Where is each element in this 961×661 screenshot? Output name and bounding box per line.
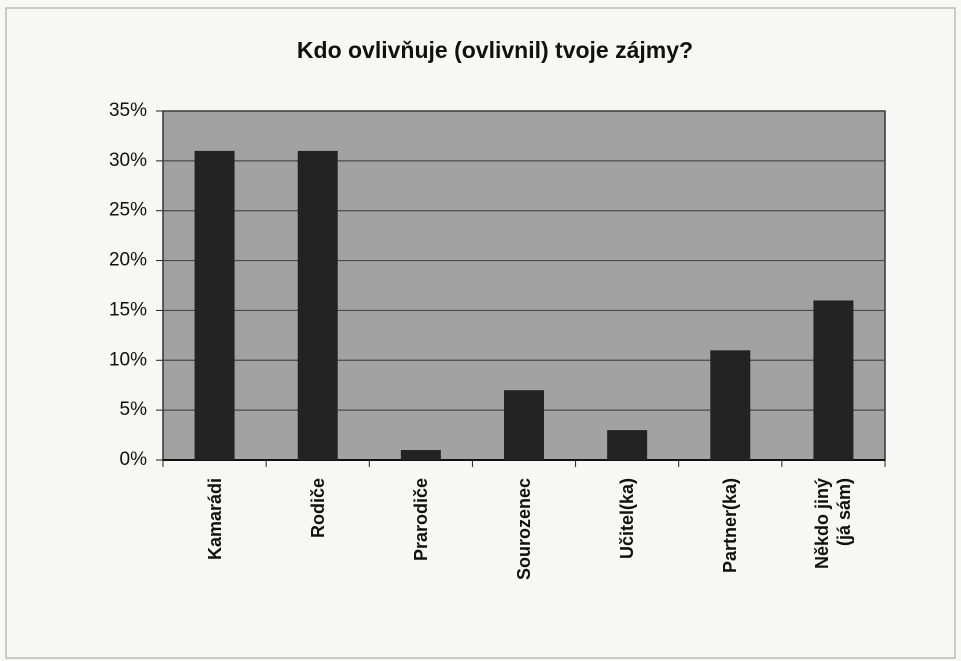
x-tick-label: Rodiče <box>307 478 328 539</box>
y-tick-label: 0% <box>120 449 148 470</box>
bar <box>194 150 235 460</box>
y-tick-label: 20% <box>109 250 147 271</box>
bar <box>400 450 441 460</box>
bar <box>504 390 544 460</box>
bar <box>297 150 338 460</box>
y-tick-label: 5% <box>120 399 148 420</box>
bar <box>813 300 854 460</box>
y-tick-label: 15% <box>109 299 147 320</box>
y-tick-label: 30% <box>109 150 147 171</box>
y-tick-label: 35% <box>109 100 147 121</box>
x-tick-label: Učitel(ka) <box>617 478 638 560</box>
y-tick-label: 10% <box>109 349 147 370</box>
y-tick-label: 25% <box>109 200 147 221</box>
x-tick-label: Kamarádi <box>204 478 225 561</box>
bar <box>607 430 648 460</box>
frame <box>5 7 956 659</box>
chart-title: Kdo ovlivňuje (ovlivnil) tvoje zájmy? <box>297 37 693 63</box>
x-tick-label: Prarodiče <box>410 478 431 562</box>
x-tick-label: Partner(ka) <box>720 478 741 574</box>
x-tick-label: Sourozenec <box>514 478 534 581</box>
x-tick-label: Někdo jiný (já sám) <box>812 478 855 570</box>
bar <box>710 350 751 460</box>
